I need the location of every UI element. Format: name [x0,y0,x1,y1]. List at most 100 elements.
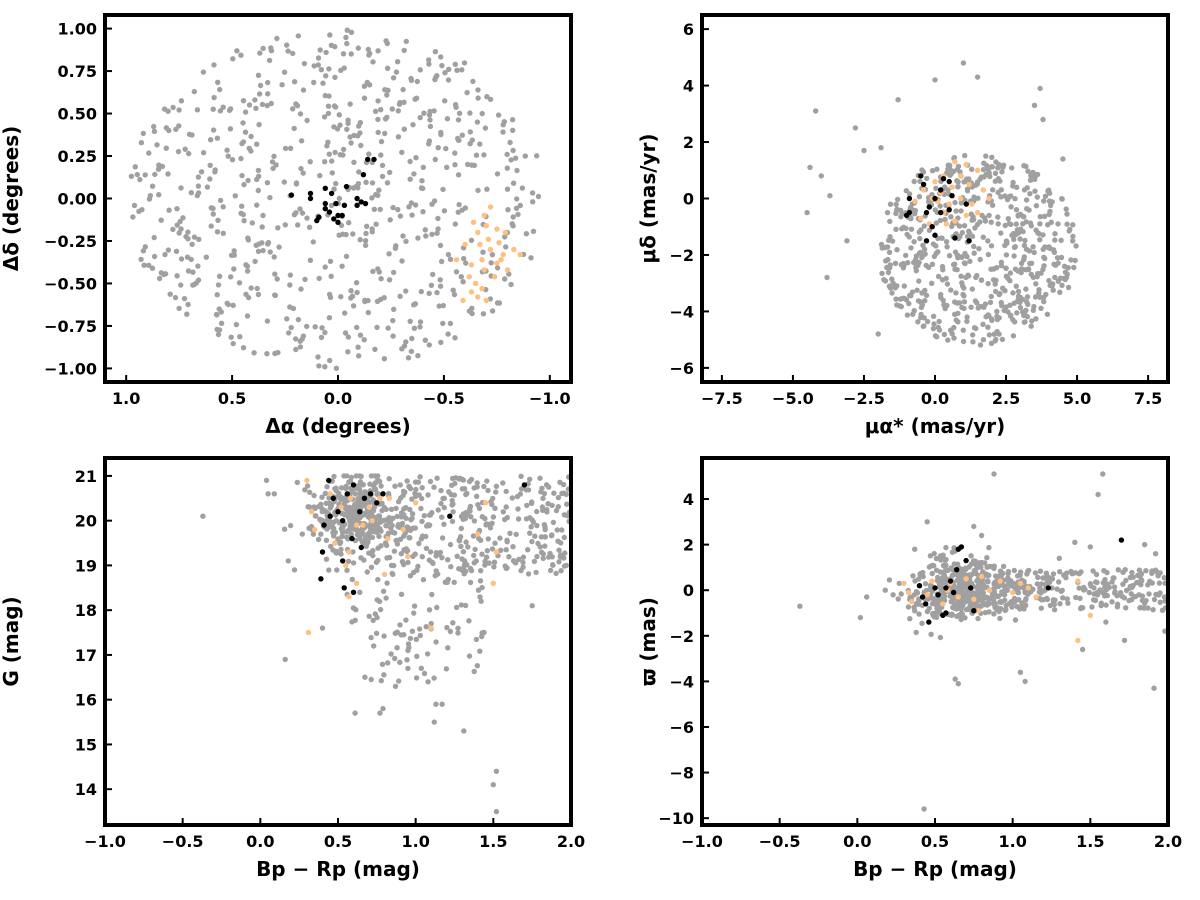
data-point [407,573,414,579]
data-point [400,86,406,93]
data-point [426,290,432,297]
data-point [487,296,494,302]
plot-frame [700,456,1170,827]
data-point [243,291,249,297]
data-point [322,329,328,336]
data-point [889,276,895,282]
data-point [315,62,321,68]
data-point [210,211,216,217]
data-point [359,538,365,544]
data-point [338,496,344,503]
data-point [400,488,407,494]
data-point [412,551,418,557]
data-point [934,166,940,172]
data-point [338,222,345,229]
data-point [936,327,943,333]
data-point [923,238,930,244]
data-point [459,476,465,482]
data-point [369,226,375,232]
data-point [312,505,318,511]
data-point [386,251,392,257]
data-point [1064,596,1070,602]
data-point [362,200,369,207]
data-point [470,533,477,539]
y-tick-label: 0.25 [58,147,97,166]
data-point [1021,214,1027,220]
data-point [418,665,424,671]
data-point [1025,591,1031,597]
data-point [438,487,444,494]
data-point [982,301,989,307]
data-point [887,201,894,207]
data-point [239,172,245,179]
data-point [496,240,502,246]
data-point [436,303,442,309]
y-axis-label: μδ (mas/yr) [636,133,660,263]
data-point [1008,221,1014,228]
data-point [895,97,901,103]
data-point [447,628,454,635]
data-point [404,478,410,484]
data-point [971,596,977,602]
data-point [418,288,424,295]
data-point [1050,247,1057,253]
data-point [350,549,356,555]
data-point [350,231,356,237]
data-point [332,149,338,156]
data-point [285,558,291,564]
data-point [952,235,958,241]
data-point [919,302,925,308]
data-point [128,173,135,179]
data-point [475,95,481,101]
data-point [1072,257,1078,264]
data-point [938,557,944,563]
data-point [507,530,513,536]
data-point [439,535,446,541]
data-point [1012,617,1019,623]
data-point [988,219,994,225]
data-point [999,169,1005,175]
data-point [304,477,310,484]
data-point [1015,288,1022,295]
y-tick-label: −0.50 [44,274,97,293]
data-point [463,491,469,498]
data-point [489,546,496,552]
data-point [244,268,251,274]
data-point [530,519,536,525]
data-point [336,490,342,496]
data-point [969,201,975,207]
data-point [421,110,427,116]
data-point [884,209,891,216]
data-point [534,153,540,159]
data-point [1042,193,1049,199]
data-point [974,179,981,185]
data-point [961,223,968,229]
data-point [399,346,405,352]
data-point [1073,243,1079,249]
data-point [381,571,388,578]
data-point [398,551,404,557]
data-point [920,569,926,576]
data-point [1003,252,1010,258]
data-point [336,195,343,202]
data-point [387,217,393,223]
data-point [455,625,461,631]
x-tick-label: 1.0 [401,832,429,851]
data-point [385,87,391,94]
data-point [970,332,976,338]
data-point [1059,196,1065,202]
data-point [374,298,381,304]
data-point [334,126,341,132]
data-point [898,591,904,597]
data-point [901,283,907,289]
data-point [340,51,347,57]
data-point [458,525,464,532]
data-point [1127,585,1133,591]
data-point [304,117,310,124]
data-point [906,191,913,197]
data-point [441,521,447,527]
data-point [319,508,325,515]
data-point [916,194,923,200]
data-point [479,110,485,117]
data-point [903,225,909,232]
